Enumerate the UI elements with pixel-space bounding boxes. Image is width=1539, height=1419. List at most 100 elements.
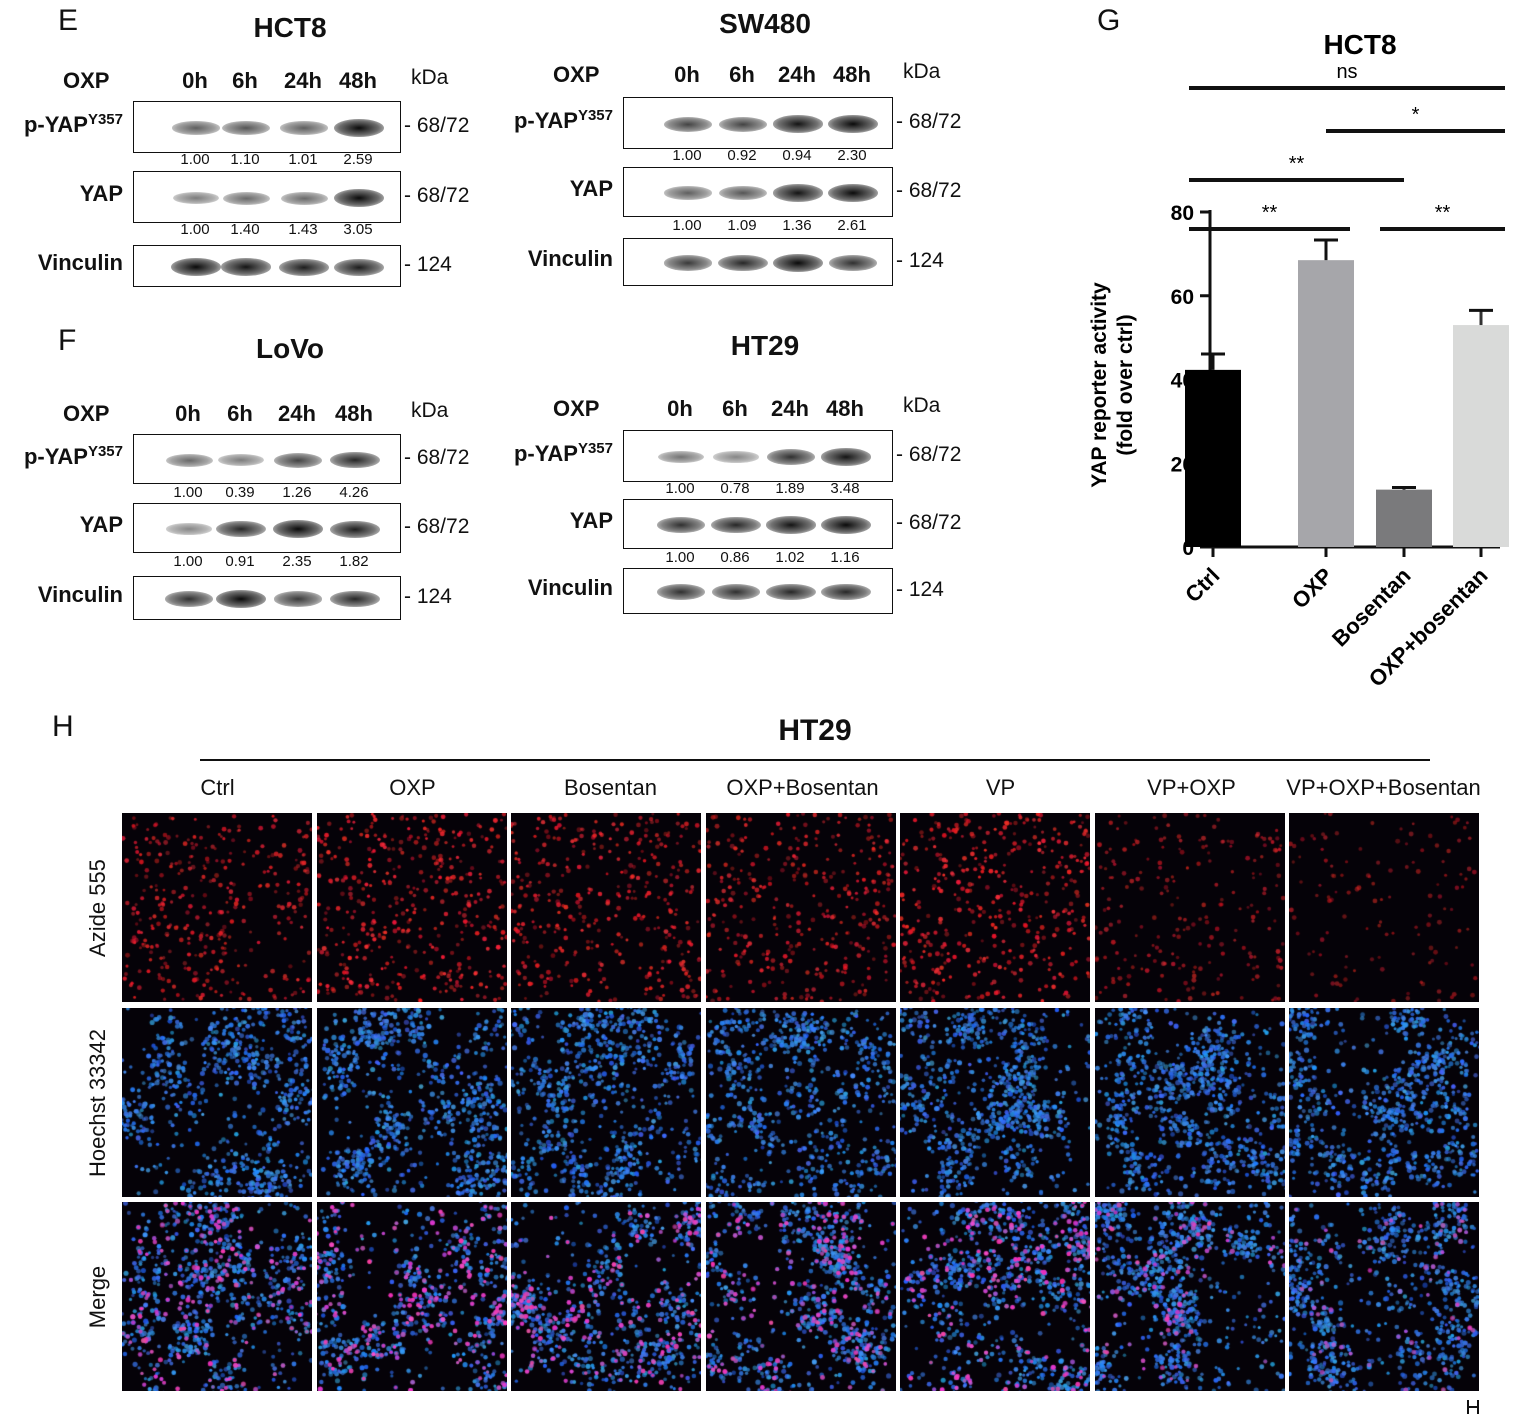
blot-timepoint-ht29: 6h — [722, 396, 748, 421]
blot-treatment-label-lovo: OXP — [63, 401, 110, 426]
protein-site: Y357 — [87, 443, 123, 460]
blot-band — [330, 520, 380, 538]
blot-band — [217, 454, 265, 466]
blot-band — [766, 583, 816, 601]
blot-timepoint-hct8: 24h — [284, 68, 322, 93]
blot-band — [821, 583, 871, 601]
blot-mw-sw480: - 124 — [896, 249, 944, 272]
protein-site: Y357 — [87, 111, 123, 128]
blot-band — [273, 591, 323, 607]
blot-band — [165, 523, 213, 535]
blot-membrane-lovo — [133, 576, 401, 620]
y-axis-label-line2: (fold over ctrl) — [1114, 314, 1137, 455]
protein-name: Vinculin — [527, 575, 613, 600]
blot-row-label-lovo: Vinculin — [0, 582, 123, 608]
micrograph-canvas — [900, 1007, 1090, 1197]
bar — [1185, 369, 1241, 547]
micrograph-tile — [511, 1007, 701, 1197]
blot-mw-hct8: - 68/72 — [404, 114, 470, 137]
micrograph-canvas — [1094, 1007, 1285, 1197]
blot-band — [334, 258, 384, 276]
blot-band — [171, 258, 221, 276]
blot-quant-ht29: 1.00 — [665, 480, 695, 497]
blot-timepoint-sw480: 24h — [778, 62, 816, 87]
protein-name: YAP — [569, 176, 613, 201]
blot-quant-hct8: 1.00 — [180, 151, 210, 168]
micrograph-canvas — [122, 813, 312, 1002]
blot-row-label-sw480: Vinculin — [473, 246, 613, 272]
blot-timepoint-ht29: 48h — [826, 396, 864, 421]
blot-band — [711, 516, 761, 534]
blot-quant-hct8: 1.00 — [180, 221, 210, 238]
blot-row-label-hct8: YAP — [0, 181, 123, 207]
blot-title-ht29: HT29 — [730, 330, 800, 361]
micrograph-tile — [705, 1202, 896, 1391]
blot-quant-lovo: 1.26 — [282, 484, 312, 501]
micrograph-canvas — [1094, 813, 1285, 1002]
blot-quant-hct8: 2.59 — [343, 151, 373, 168]
scale-bar — [1467, 1406, 1479, 1408]
condition-label: VP+OXP — [1147, 775, 1236, 800]
micrograph-tile — [1094, 1007, 1285, 1197]
blot-row-label-hct8: p-YAPY357 — [0, 111, 123, 138]
blot-row-label-lovo: YAP — [0, 512, 123, 538]
blot-quant-ht29: 1.89 — [775, 480, 805, 497]
blot-mw-ht29: - 68/72 — [896, 511, 962, 534]
blot-band — [828, 115, 878, 133]
condition-label: OXP — [389, 775, 436, 800]
blot-band — [334, 189, 384, 207]
micrograph-canvas — [1289, 1007, 1479, 1197]
panel-letter-h: H — [52, 710, 74, 743]
protein-name: p-YAP — [513, 441, 578, 466]
blot-timepoint-ht29: 24h — [771, 396, 809, 421]
blot-band — [656, 584, 706, 600]
blot-band — [773, 184, 823, 202]
blot-treatment-label-hct8: OXP — [63, 68, 110, 93]
y-tick-label: 0 — [1182, 537, 1194, 560]
blot-band — [828, 184, 878, 202]
y-axis-label-line1: YAP reporter activity — [1088, 282, 1111, 488]
protein-name: Vinculin — [527, 246, 613, 271]
blot-timepoint-hct8: 0h — [182, 68, 208, 93]
blot-membrane-hct8 — [133, 101, 401, 153]
blot-row-label-ht29: YAP — [473, 508, 613, 534]
micrograph-tile — [122, 1007, 312, 1197]
blot-quant-sw480: 1.36 — [782, 217, 812, 234]
significance-label: ns — [1336, 61, 1357, 83]
blot-mw-sw480: - 68/72 — [896, 110, 962, 133]
blot-quant-sw480: 2.30 — [837, 147, 867, 164]
blot-treatment-label-sw480: OXP — [553, 62, 600, 87]
micrograph-tile — [316, 813, 507, 1002]
blot-band — [719, 186, 767, 200]
micrograph-tile — [1094, 813, 1285, 1002]
blot-quant-ht29: 1.02 — [775, 549, 805, 566]
condition-label: Ctrl — [200, 775, 235, 800]
blot-quant-lovo: 1.00 — [173, 553, 203, 570]
micrograph-tile — [511, 1202, 701, 1391]
bar — [1376, 489, 1432, 547]
blot-title-lovo: LoVo — [256, 333, 324, 364]
blot-membrane-sw480 — [623, 167, 893, 217]
blot-band — [664, 186, 712, 200]
blot-timepoint-hct8: 6h — [232, 68, 258, 93]
blot-mw-ht29: - 124 — [896, 578, 944, 601]
blot-timepoint-hct8: 48h — [339, 68, 377, 93]
micrograph-canvas — [705, 1007, 896, 1197]
blot-band — [164, 591, 214, 607]
blot-unit-hct8: kDa — [411, 66, 449, 89]
blot-band — [279, 258, 329, 276]
blot-membrane-ht29 — [623, 568, 893, 614]
micrograph-canvas — [900, 813, 1090, 1002]
blot-timepoint-sw480: 6h — [729, 62, 755, 87]
blot-membrane-sw480 — [623, 238, 893, 286]
protein-name: Vinculin — [37, 250, 123, 275]
blot-quant-lovo: 1.00 — [173, 484, 203, 501]
blot-band — [773, 115, 823, 133]
blot-quant-lovo: 0.91 — [225, 553, 255, 570]
blot-membrane-ht29 — [623, 430, 893, 482]
bar — [1453, 325, 1509, 547]
blot-membrane-lovo — [133, 503, 401, 553]
blot-quant-ht29: 0.78 — [720, 480, 750, 497]
blot-band — [330, 590, 380, 608]
